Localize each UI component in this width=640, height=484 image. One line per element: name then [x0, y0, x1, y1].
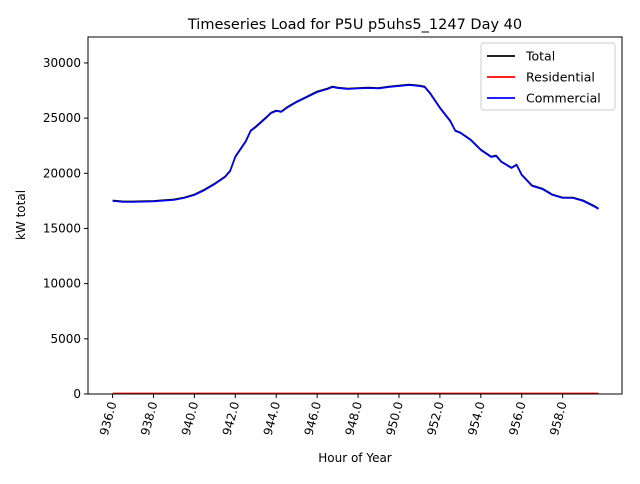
x-tick-label: 958.0 [547, 400, 569, 437]
y-tick-label: 10000 [43, 277, 81, 291]
legend-label-commercial: Commercial [526, 91, 601, 106]
y-tick-label: 25000 [43, 111, 81, 125]
x-tick-label: 938.0 [138, 400, 160, 437]
legend-label-total: Total [525, 49, 555, 64]
x-tick-label: 956.0 [506, 400, 528, 437]
x-tick-label: 944.0 [261, 400, 283, 437]
x-tick-label: 950.0 [383, 400, 405, 437]
x-tick-label: 942.0 [220, 400, 242, 437]
x-tick-label: 948.0 [343, 400, 365, 437]
y-tick-label: 5000 [50, 332, 81, 346]
legend: Total Residential Commercial [480, 42, 616, 111]
x-tick-label: 946.0 [302, 400, 324, 437]
x-tick-label: 940.0 [179, 400, 201, 437]
y-tick-label: 15000 [43, 221, 81, 235]
legend-box [480, 42, 616, 111]
y-tick-label: 0 [73, 387, 81, 401]
chart-title: Timeseries Load for P5U p5uhs5_1247 Day … [187, 17, 522, 33]
y-tick-label: 30000 [43, 56, 81, 70]
series-line-commercial [112, 84, 599, 210]
plot-frame [87, 36, 623, 395]
y-axis-label: kW total [14, 190, 28, 240]
x-tick-label: 936.0 [97, 400, 119, 437]
x-tick-label: 952.0 [424, 400, 446, 437]
y-tick-label: 20000 [43, 166, 81, 180]
x-tick-label: 954.0 [465, 400, 487, 437]
x-axis-label: Hour of Year [318, 451, 392, 465]
legend-label-residential: Residential [526, 70, 595, 85]
